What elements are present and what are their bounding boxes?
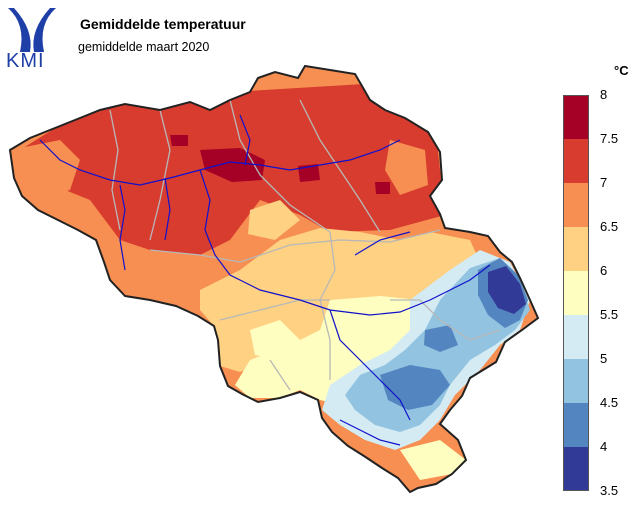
legend-label: 4 [600, 439, 608, 454]
logo-text: KMI [6, 50, 45, 72]
legend-swatch [563, 403, 589, 447]
legend-label: 8 [600, 87, 608, 102]
legend-label: 6 [600, 263, 608, 278]
legend-unit: °C [614, 63, 629, 78]
page-subtitle: gemiddelde maart 2020 [78, 40, 210, 54]
legend-label: 6.5 [600, 219, 619, 234]
kmi-logo-icon [8, 8, 56, 52]
legend-label: 4.5 [600, 395, 619, 410]
legend-label: 7 [600, 175, 608, 190]
legend-swatch [563, 139, 589, 183]
temperature-zones [10, 66, 538, 492]
province-borders [109, 99, 501, 391]
legend-swatch [563, 447, 589, 491]
legend-swatch [563, 183, 589, 227]
legend-label: 5.5 [600, 307, 619, 322]
legend-colorbar [563, 95, 589, 491]
kmi-logo [4, 6, 60, 72]
legend-label: 3.5 [600, 483, 619, 498]
legend-swatch [563, 359, 589, 403]
legend-swatch [563, 271, 589, 315]
page-title: Gemiddelde temperatuur [80, 16, 246, 32]
legend-swatch [563, 95, 589, 139]
legend-label: 7.5 [600, 131, 619, 146]
legend-label: 5 [600, 351, 608, 366]
legend-swatch [563, 227, 589, 271]
legend-swatch [563, 315, 589, 359]
rivers [39, 114, 491, 446]
